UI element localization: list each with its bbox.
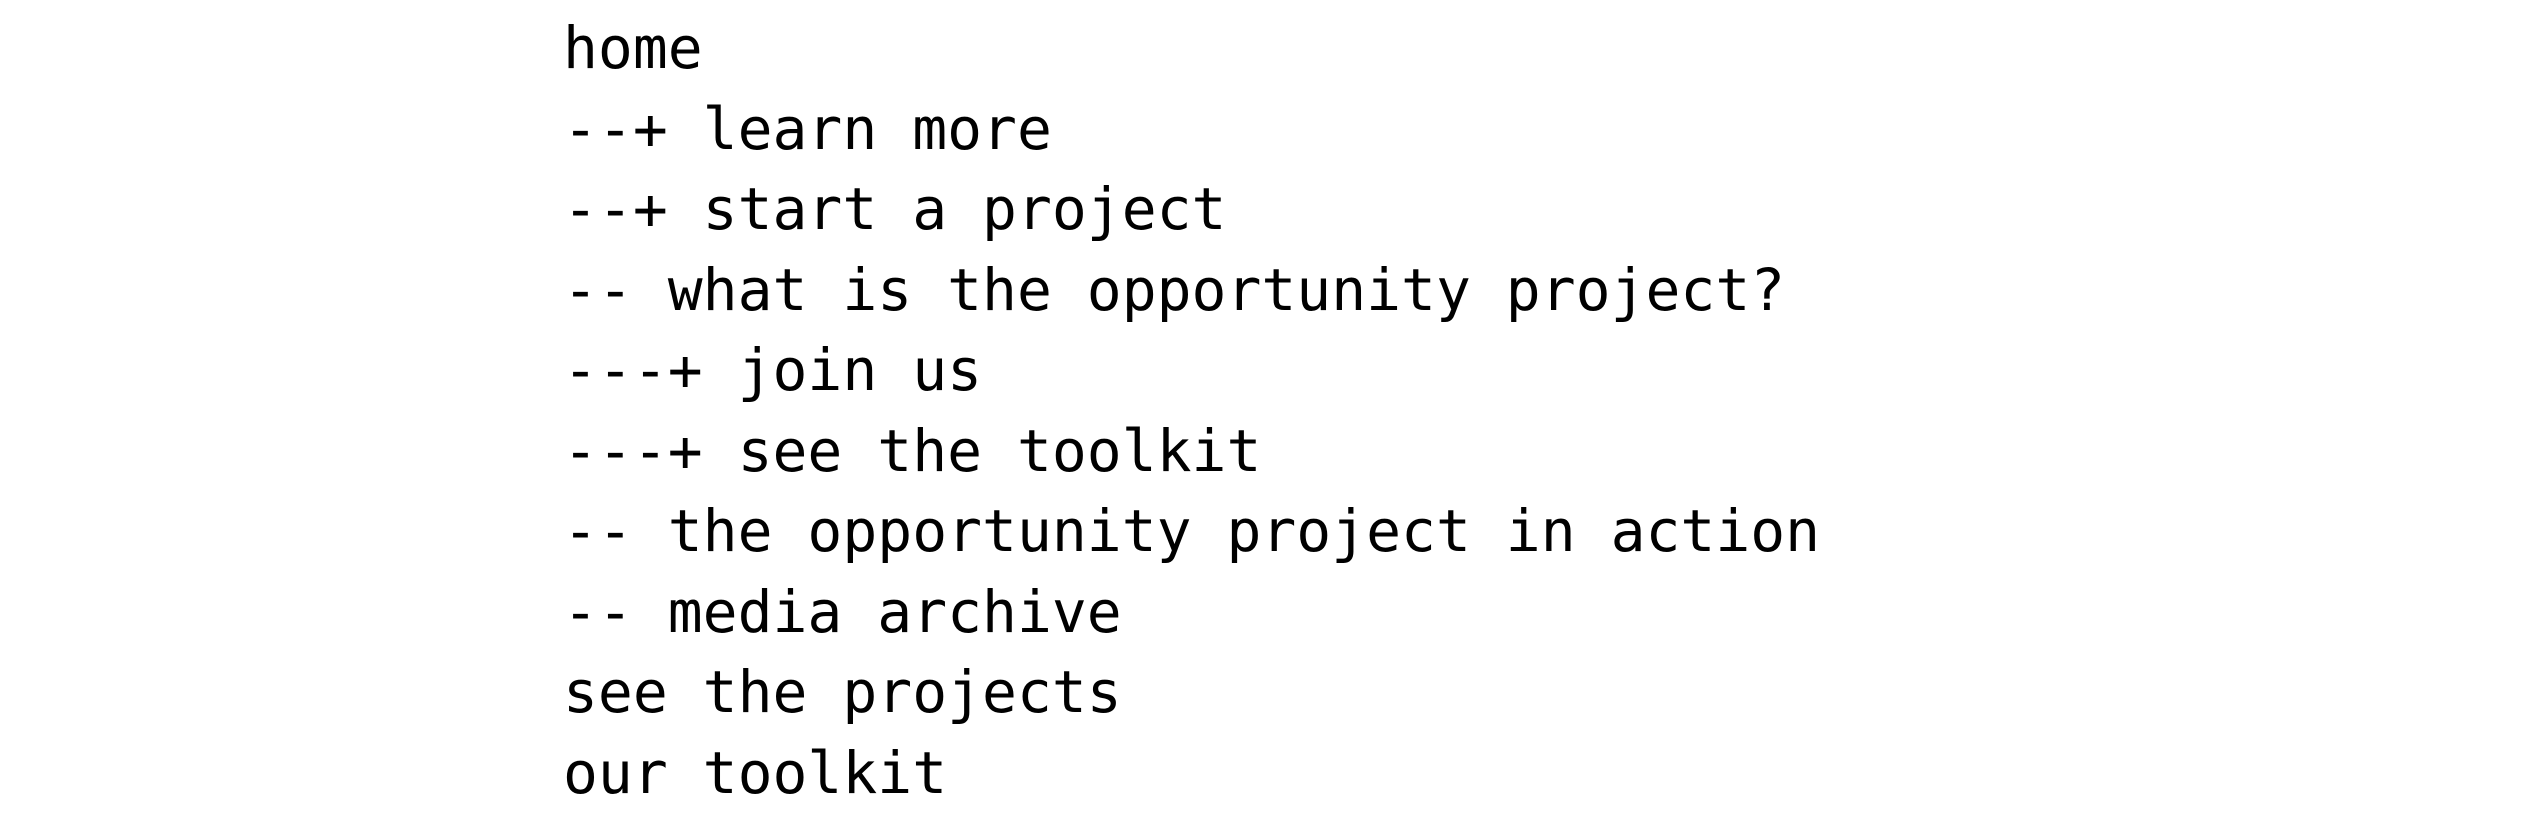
sitemap-item[interactable]: --+ start a project — [563, 169, 1820, 250]
sitemap-item[interactable]: --+ learn more — [563, 89, 1820, 170]
sitemap-item[interactable]: our toolkit — [563, 733, 1820, 813]
sitemap-item[interactable]: ---+ join us — [563, 330, 1820, 411]
sitemap-item[interactable]: -- media archive — [563, 572, 1820, 653]
sitemap-list: home--+ learn more--+ start a project-- … — [563, 8, 1820, 813]
sitemap-item[interactable]: see the projects — [563, 652, 1820, 733]
sitemap-item[interactable]: ---+ see the toolkit — [563, 411, 1820, 492]
sitemap-item[interactable]: home — [563, 8, 1820, 89]
sitemap-item[interactable]: -- the opportunity project in action — [563, 491, 1820, 572]
sitemap-item[interactable]: -- what is the opportunity project? — [563, 250, 1820, 331]
